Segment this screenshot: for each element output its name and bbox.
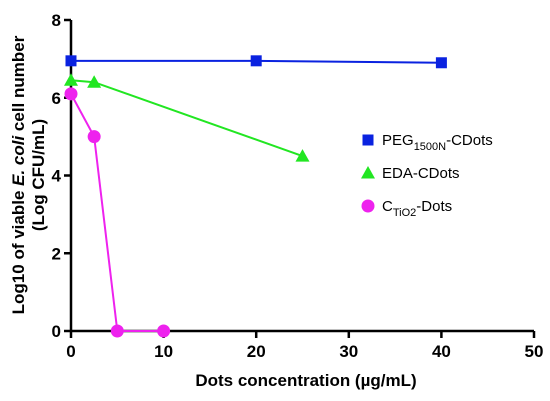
data-point-eda-cdots: [295, 149, 310, 162]
legend-label-ctio2-dots: CTiO2-Dots: [382, 198, 452, 219]
data-point-peg-cdots: [65, 55, 77, 67]
legend-label-sub: TiO2: [393, 207, 416, 219]
legend-marker-ctio2-dots: [361, 199, 375, 213]
legend-label-sub: 1500N: [414, 141, 446, 153]
ticks: 0 10 20 30 40 50 0 2 4 6 8: [52, 11, 544, 361]
legend-label-base: C: [382, 198, 393, 215]
legend-marker-eda-cdots: [361, 166, 375, 179]
series-line-ctio2-dots: [70, 93, 164, 332]
y-tick-label: 0: [52, 322, 61, 341]
y-axis-title: Log10 of viable E. coli cell number (Log…: [9, 35, 48, 314]
x-tick-label: 10: [154, 342, 173, 361]
data-point-eda-cdots: [87, 75, 102, 88]
series-layer: [64, 55, 447, 338]
data-point-ctio2-dots: [157, 324, 171, 338]
y-tick-label: 2: [52, 244, 61, 263]
x-tick-label: 0: [66, 342, 75, 361]
data-point-peg-cdots: [435, 57, 447, 69]
x-tick-label: 30: [339, 342, 358, 361]
series-line-eda-cdots: [70, 79, 303, 158]
legend-entry-ctio2-dots: CTiO2-Dots: [361, 198, 452, 219]
legend-label-peg-cdots: PEG1500N-CDots: [382, 132, 493, 153]
y-axis-title-line1-post: cell number: [9, 35, 28, 136]
legend-label-base: EDA-CDots: [382, 165, 460, 182]
legend-label-post: -Dots: [416, 198, 452, 215]
legend-entry-peg-cdots: PEG1500N-CDots: [362, 132, 493, 153]
legend-entry-eda-cdots: EDA-CDots: [361, 165, 460, 182]
series-eda-cdots: [64, 73, 310, 162]
y-tick-label: 4: [52, 167, 62, 186]
series-peg-cdots: [65, 55, 447, 69]
x-tick-label: 50: [525, 342, 544, 361]
data-point-eda-cdots: [64, 73, 78, 86]
y-axis-title-line1-em: E. coli: [9, 135, 28, 186]
y-tick-label: 6: [52, 89, 61, 108]
legend-marker-peg-cdots: [362, 134, 374, 146]
legend: PEG1500N-CDots EDA-CDots CTiO2-Dots: [361, 132, 493, 219]
data-point-ctio2-dots: [64, 87, 78, 101]
legend-label-base: PEG: [382, 132, 414, 149]
y-tick-label: 8: [52, 11, 61, 30]
series-ctio2-dots: [64, 87, 171, 338]
x-tick-label: 40: [432, 342, 451, 361]
axes: [69, 20, 534, 333]
x-tick-label: 20: [247, 342, 266, 361]
legend-label-post: -CDots: [446, 132, 493, 149]
data-point-ctio2-dots: [87, 130, 101, 144]
data-point-ctio2-dots: [110, 324, 124, 338]
y-axis-title-line1-pre: Log10 of viable: [9, 186, 28, 314]
svg-text:Log10 of viable E. coli cell n: Log10 of viable E. coli cell number: [9, 35, 28, 314]
y-axis-title-line2: (Log CFU/mL): [29, 119, 48, 231]
data-point-peg-cdots: [250, 55, 262, 67]
x-axis-title: Dots concentration (µg/mL): [195, 371, 416, 390]
legend-label-eda-cdots: EDA-CDots: [382, 165, 460, 182]
